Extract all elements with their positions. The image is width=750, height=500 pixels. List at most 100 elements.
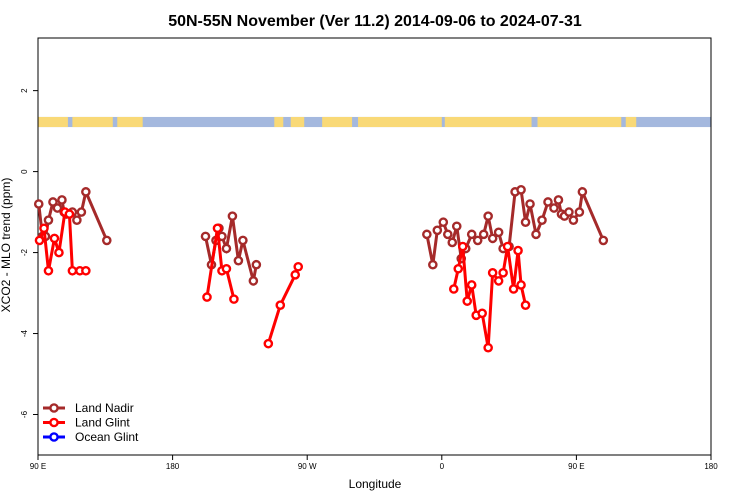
data-point: [34, 235, 45, 246]
data-point: [453, 263, 464, 274]
data-point: [513, 245, 523, 256]
data-point: [493, 227, 504, 238]
y-tick-label: -4: [20, 329, 29, 337]
data-point: [442, 229, 453, 240]
plot-frame: [37, 37, 712, 456]
x-tick-label: 180: [166, 462, 180, 471]
land-segment: [38, 116, 68, 128]
data-point: [525, 199, 535, 209]
data-point: [462, 296, 473, 306]
data-point: [483, 211, 493, 221]
legend-label: Land Nadir: [75, 401, 134, 415]
land-segment: [72, 116, 113, 128]
chart-title: 50N-55N November (Ver 11.2) 2014-09-06 t…: [168, 13, 582, 30]
y-tick-label: 0: [20, 169, 29, 174]
data-point: [466, 280, 477, 290]
data-point: [553, 195, 564, 205]
series-line: [452, 246, 528, 348]
land-segment: [290, 116, 305, 128]
data-point: [487, 268, 498, 278]
y-tick-label: -6: [20, 410, 29, 418]
data-point: [200, 231, 211, 242]
series-layer: [33, 185, 609, 353]
data-point: [516, 280, 526, 290]
land-segment: [625, 116, 637, 128]
axes: 2 0 -2 -4 -6 90 E 180 90 W 0 90 E 180: [20, 37, 718, 471]
data-point: [67, 265, 78, 276]
data-point: [52, 203, 63, 213]
data-point: [477, 308, 487, 319]
series-land-glint: [34, 207, 531, 353]
data-point: [508, 284, 519, 294]
data-point: [520, 300, 531, 311]
data-point: [101, 235, 112, 246]
data-point: [520, 217, 531, 228]
legend-label: Land Glint: [75, 416, 130, 430]
data-point: [448, 284, 459, 294]
data-point: [64, 209, 75, 219]
data-point: [574, 207, 585, 217]
data-point: [543, 197, 553, 207]
y-axis-label: XCO2 - MLO trend (ppm): [0, 178, 13, 313]
x-tick-label: 90 W: [298, 462, 317, 471]
x-tick-label: 180: [704, 462, 718, 471]
legend-swatch-marker: [49, 432, 59, 442]
data-point: [81, 187, 91, 197]
data-point: [39, 223, 49, 234]
data-point: [221, 243, 232, 254]
land-ocean-band: [38, 116, 711, 128]
y-tick-label: -2: [20, 248, 29, 256]
data-point: [202, 292, 212, 302]
land-segment: [444, 116, 532, 128]
data-point: [221, 263, 232, 274]
data-point: [49, 233, 60, 244]
data-point: [531, 229, 541, 240]
data-point: [229, 294, 239, 304]
legend-swatch-marker: [49, 417, 59, 428]
data-point: [432, 225, 443, 236]
land-segment: [117, 116, 143, 128]
y-tick-label: 2: [20, 88, 29, 93]
data-point: [493, 276, 504, 286]
data-point: [57, 195, 67, 205]
data-point: [457, 241, 468, 252]
data-point: [54, 247, 64, 258]
legend-label: Ocean Glint: [75, 430, 139, 444]
data-point: [263, 338, 274, 349]
data-point: [549, 203, 559, 213]
data-point: [472, 235, 483, 246]
data-point: [598, 235, 609, 246]
data-point: [251, 259, 262, 270]
land-segment: [537, 116, 622, 128]
data-point: [290, 270, 301, 280]
data-point: [238, 235, 248, 246]
data-point: [537, 215, 547, 225]
x-tick-label: 0: [440, 462, 445, 471]
data-point: [438, 217, 449, 228]
data-point: [451, 221, 462, 232]
data-point: [275, 300, 286, 311]
data-point: [498, 268, 508, 278]
data-point: [502, 241, 513, 252]
x-tick-label: 90 E: [30, 462, 46, 471]
data-point: [564, 207, 574, 217]
x-tick-label: 90 E: [568, 462, 584, 471]
data-point: [293, 261, 304, 272]
data-point: [72, 215, 82, 225]
data-point: [227, 211, 238, 221]
data-point: [466, 229, 477, 240]
data-point: [48, 197, 58, 207]
data-point: [577, 187, 588, 197]
data-point: [81, 265, 91, 276]
data-point: [233, 255, 244, 266]
data-point: [43, 215, 54, 225]
data-point: [428, 259, 438, 270]
data-point: [248, 276, 259, 286]
land-segment: [322, 116, 353, 128]
data-point: [483, 342, 493, 353]
data-point: [212, 223, 223, 234]
data-point: [422, 229, 432, 240]
land-segment: [358, 116, 442, 128]
